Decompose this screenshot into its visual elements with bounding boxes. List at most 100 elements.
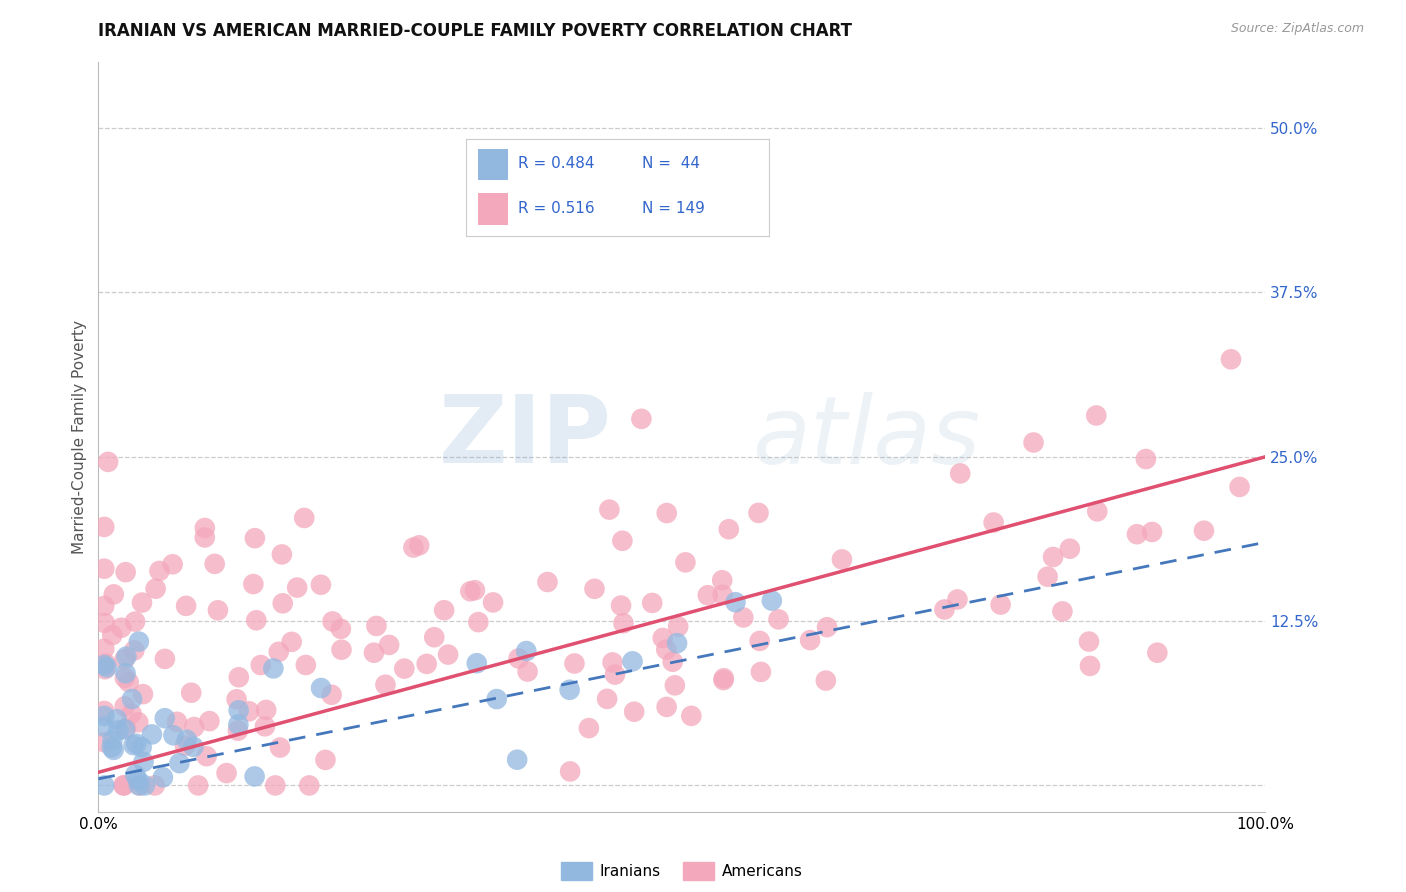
Americans [655, 700, 678, 714]
Americans [162, 558, 184, 572]
Americans [114, 699, 136, 714]
Americans [366, 619, 388, 633]
Iranians [121, 692, 143, 706]
Text: ZIP: ZIP [439, 391, 612, 483]
Americans [112, 779, 135, 793]
Iranians [127, 772, 149, 787]
Americans [713, 673, 735, 687]
Americans [225, 692, 247, 706]
Iranians [761, 593, 783, 607]
Americans [1078, 659, 1101, 673]
Iranians [131, 740, 153, 755]
Americans [831, 552, 853, 566]
Iranians [107, 723, 129, 738]
Iranians [621, 654, 644, 668]
Americans [1140, 524, 1163, 539]
Americans [118, 675, 141, 690]
Americans [394, 662, 416, 676]
Americans [814, 673, 837, 688]
Legend: Iranians, Americans: Iranians, Americans [555, 855, 808, 887]
Iranians [309, 681, 332, 695]
Americans [610, 599, 633, 613]
Americans [564, 657, 586, 671]
Americans [747, 506, 769, 520]
Americans [243, 531, 266, 545]
Iranians [141, 727, 163, 741]
Americans [612, 616, 634, 631]
Americans [1126, 527, 1149, 541]
Iranians [132, 755, 155, 769]
Americans [226, 723, 249, 738]
Americans [93, 562, 115, 576]
Americans [711, 588, 734, 602]
Iranians [93, 658, 115, 673]
Iranians [122, 738, 145, 752]
Americans [329, 622, 352, 636]
Americans [651, 631, 673, 645]
Americans [242, 577, 264, 591]
Iranians [125, 737, 148, 751]
Americans [673, 555, 696, 569]
Iranians [228, 703, 250, 717]
Americans [93, 615, 115, 630]
Americans [666, 619, 689, 633]
Americans [603, 667, 626, 681]
Iranians [93, 709, 115, 723]
Iranians [114, 666, 136, 681]
Iranians [93, 720, 115, 734]
Iranians [183, 739, 205, 754]
Americans [363, 646, 385, 660]
Americans [1022, 435, 1045, 450]
Americans [423, 630, 446, 644]
Americans [508, 651, 530, 665]
Iranians [506, 753, 529, 767]
Iranians [93, 779, 115, 793]
Americans [946, 592, 969, 607]
Americans [749, 665, 772, 679]
Americans [93, 520, 115, 534]
Americans [110, 621, 132, 635]
FancyBboxPatch shape [478, 149, 509, 179]
Americans [1220, 352, 1243, 367]
Americans [799, 633, 821, 648]
Americans [187, 779, 209, 793]
Americans [612, 533, 634, 548]
Americans [271, 596, 294, 610]
Americans [402, 541, 425, 555]
Americans [536, 574, 558, 589]
Americans [249, 658, 271, 673]
Americans [94, 657, 117, 671]
Text: atlas: atlas [752, 392, 980, 483]
Iranians [152, 770, 174, 784]
Iranians [176, 732, 198, 747]
Americans [460, 584, 482, 599]
Iranians [103, 743, 125, 757]
Iranians [485, 692, 508, 706]
Americans [127, 715, 149, 730]
Americans [264, 779, 287, 793]
Americans [374, 678, 396, 692]
Americans [280, 635, 302, 649]
Americans [990, 598, 1012, 612]
Americans [598, 502, 620, 516]
Americans [183, 720, 205, 734]
Iranians [124, 768, 146, 782]
Iranians [666, 636, 689, 650]
Americans [655, 506, 678, 520]
Iranians [228, 717, 250, 731]
Iranians [101, 733, 124, 747]
Americans [267, 645, 290, 659]
Text: Source: ZipAtlas.com: Source: ZipAtlas.com [1230, 22, 1364, 36]
Americans [630, 412, 652, 426]
Americans [114, 671, 136, 685]
Iranians [128, 634, 150, 648]
Iranians [262, 661, 284, 675]
Americans [408, 538, 430, 552]
Americans [1085, 409, 1108, 423]
Americans [309, 578, 332, 592]
Americans [128, 779, 150, 793]
Americans [1059, 541, 1081, 556]
Americans [583, 582, 606, 596]
Iranians [153, 711, 176, 725]
Americans [180, 686, 202, 700]
